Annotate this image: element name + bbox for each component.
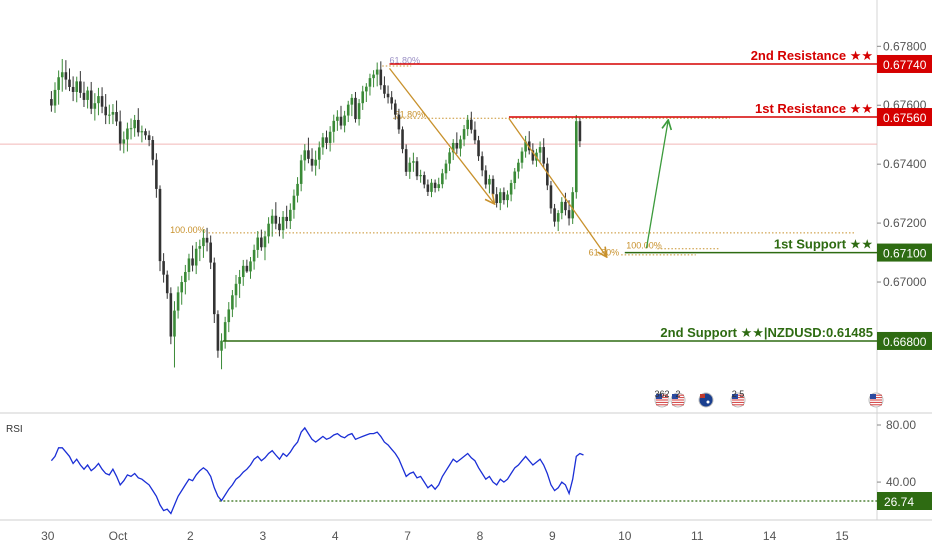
candle bbox=[405, 144, 408, 176]
au-flag-icon[interactable] bbox=[699, 393, 713, 407]
level-label: 1st Resistance ★★ bbox=[755, 101, 873, 116]
fib-label: 100.00% bbox=[626, 241, 662, 251]
time-tick-label: 9 bbox=[549, 529, 556, 543]
candle bbox=[213, 258, 216, 323]
event-count: 2 5 bbox=[732, 389, 745, 399]
fib-label: 100.00% bbox=[170, 225, 206, 235]
price-tick-label: 0.67400 bbox=[883, 157, 927, 171]
level-price-text: 0.66800 bbox=[883, 335, 927, 349]
time-tick-label: Oct bbox=[109, 529, 128, 543]
event-count: 362 bbox=[654, 389, 669, 399]
time-tick-label: 4 bbox=[332, 529, 339, 543]
level-label: 2nd Resistance ★★ bbox=[751, 48, 873, 63]
time-tick-label: 3 bbox=[259, 529, 266, 543]
level-label: 2nd Support ★★|NZDUSD:0.61485 bbox=[660, 325, 873, 340]
us-flag-icon[interactable]: 362 bbox=[654, 389, 669, 407]
price-tick-label: 0.67200 bbox=[883, 216, 927, 230]
time-tick-label: 2 bbox=[187, 529, 194, 543]
time-tick-label: 10 bbox=[618, 529, 632, 543]
level-price-text: 0.67560 bbox=[883, 111, 927, 125]
time-tick-label: 8 bbox=[477, 529, 484, 543]
us-flag-icon[interactable] bbox=[869, 393, 883, 407]
candle bbox=[170, 287, 173, 344]
rsi-level-text: 26.74 bbox=[884, 495, 914, 509]
rsi-tick-label: 40.00 bbox=[886, 475, 916, 489]
rsi-title: RSI bbox=[6, 424, 23, 435]
candle bbox=[575, 115, 578, 199]
candle bbox=[217, 310, 220, 357]
time-tick-label: 14 bbox=[763, 529, 777, 543]
level-price-text: 0.67100 bbox=[883, 247, 927, 261]
time-tick-label: 11 bbox=[691, 529, 704, 543]
level-price-text: 0.67740 bbox=[883, 58, 927, 72]
rsi-tick-label: 80.00 bbox=[886, 418, 916, 432]
candle bbox=[159, 185, 162, 271]
time-tick-label: 30 bbox=[41, 529, 55, 543]
event-count: 2 bbox=[675, 389, 680, 399]
price-tick-label: 0.67800 bbox=[883, 39, 927, 53]
time-tick-label: 7 bbox=[404, 529, 411, 543]
price-tick-label: 0.67000 bbox=[883, 275, 927, 289]
level-label: 1st Support ★★ bbox=[774, 237, 873, 252]
time-tick-label: 15 bbox=[835, 529, 849, 543]
us-flag-icon[interactable]: 2 5 bbox=[731, 389, 745, 407]
